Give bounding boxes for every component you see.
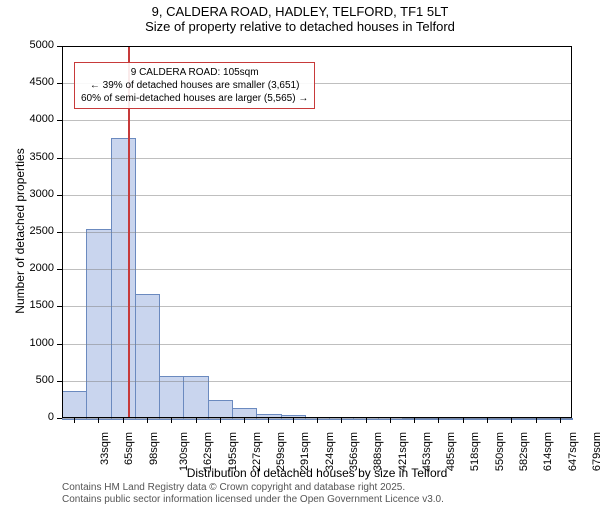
- annotation-line-2: ← 39% of detached houses are smaller (3,…: [81, 79, 308, 92]
- x-tick-label: 356sqm: [348, 432, 360, 471]
- gridline: [62, 269, 572, 270]
- x-tick: [536, 418, 537, 423]
- y-tick-label: 2000: [0, 262, 54, 274]
- gridline: [62, 120, 572, 121]
- x-tick-label: 65sqm: [123, 432, 135, 465]
- x-tick: [171, 418, 172, 423]
- y-tick: [57, 46, 62, 47]
- y-tick: [57, 195, 62, 196]
- x-tick: [220, 418, 221, 423]
- y-tick: [57, 120, 62, 121]
- footer: Contains HM Land Registry data © Crown c…: [62, 482, 444, 506]
- y-tick: [57, 306, 62, 307]
- gridline: [62, 158, 572, 159]
- histogram-bar: [135, 294, 160, 420]
- x-tick-label: 518sqm: [470, 432, 482, 471]
- footer-line-1: Contains HM Land Registry data © Crown c…: [62, 482, 444, 494]
- x-tick: [341, 418, 342, 423]
- footer-line-2: Contains public sector information licen…: [62, 494, 444, 506]
- x-tick-label: 647sqm: [567, 432, 579, 471]
- x-tick: [390, 418, 391, 423]
- x-tick-label: 227sqm: [251, 432, 263, 471]
- chart-container: 9, CALDERA ROAD, HADLEY, TELFORD, TF1 5L…: [0, 0, 600, 500]
- histogram-bar: [159, 376, 184, 420]
- y-tick: [57, 344, 62, 345]
- y-tick: [57, 83, 62, 84]
- x-tick: [74, 418, 75, 423]
- title-area: 9, CALDERA ROAD, HADLEY, TELFORD, TF1 5L…: [0, 0, 600, 34]
- y-tick: [57, 381, 62, 382]
- y-tick-label: 2500: [0, 225, 54, 237]
- title-line-1: 9, CALDERA ROAD, HADLEY, TELFORD, TF1 5L…: [0, 4, 600, 19]
- y-tick-label: 1000: [0, 337, 54, 349]
- x-tick: [511, 418, 512, 423]
- y-tick-label: 0: [0, 411, 54, 423]
- gridline: [62, 46, 572, 47]
- y-tick-label: 3500: [0, 151, 54, 163]
- x-tick: [244, 418, 245, 423]
- x-tick: [463, 418, 464, 423]
- x-tick-label: 614sqm: [542, 432, 554, 471]
- title-line-2: Size of property relative to detached ho…: [0, 19, 600, 34]
- x-tick-label: 550sqm: [494, 432, 506, 471]
- annotation-box: 9 CALDERA ROAD: 105sqm ← 39% of detached…: [74, 62, 315, 109]
- y-tick: [57, 269, 62, 270]
- y-tick-label: 3000: [0, 188, 54, 200]
- x-tick: [560, 418, 561, 423]
- gridline: [62, 381, 572, 382]
- histogram-bar: [86, 229, 111, 420]
- x-tick-label: 98sqm: [148, 432, 160, 465]
- y-tick: [57, 232, 62, 233]
- histogram-bar: [111, 138, 136, 420]
- x-tick: [414, 418, 415, 423]
- x-tick-label: 679sqm: [591, 432, 600, 471]
- x-tick: [293, 418, 294, 423]
- x-tick-label: 324sqm: [324, 432, 336, 471]
- y-tick-label: 4000: [0, 113, 54, 125]
- annotation-line-1: 9 CALDERA ROAD: 105sqm: [81, 66, 308, 79]
- gridline: [62, 344, 572, 345]
- y-tick: [57, 158, 62, 159]
- y-tick: [57, 418, 62, 419]
- x-tick-label: 162sqm: [202, 432, 214, 471]
- x-tick: [123, 418, 124, 423]
- x-tick-label: 582sqm: [518, 432, 530, 471]
- annotation-line-3: 60% of semi-detached houses are larger (…: [81, 92, 308, 105]
- x-tick: [268, 418, 269, 423]
- y-tick-label: 5000: [0, 39, 54, 51]
- y-tick-label: 500: [0, 374, 54, 386]
- x-tick-label: 421sqm: [397, 432, 409, 471]
- x-tick-label: 291sqm: [300, 432, 312, 471]
- x-tick: [317, 418, 318, 423]
- x-tick: [487, 418, 488, 423]
- x-tick: [366, 418, 367, 423]
- x-tick-label: 485sqm: [445, 432, 457, 471]
- histogram-bar: [62, 391, 87, 420]
- x-tick: [98, 418, 99, 423]
- x-tick-label: 453sqm: [421, 432, 433, 471]
- gridline: [62, 306, 572, 307]
- gridline: [62, 195, 572, 196]
- x-tick-label: 259sqm: [275, 432, 287, 471]
- x-tick: [196, 418, 197, 423]
- histogram-bar: [183, 376, 208, 420]
- x-tick: [147, 418, 148, 423]
- y-tick-label: 4500: [0, 76, 54, 88]
- x-tick-label: 195sqm: [227, 432, 239, 471]
- x-tick: [438, 418, 439, 423]
- x-tick-label: 33sqm: [99, 432, 111, 465]
- y-tick-label: 1500: [0, 299, 54, 311]
- x-tick-label: 388sqm: [372, 432, 384, 471]
- gridline: [62, 232, 572, 233]
- x-tick-label: 130sqm: [178, 432, 190, 471]
- histogram-bar: [208, 400, 233, 420]
